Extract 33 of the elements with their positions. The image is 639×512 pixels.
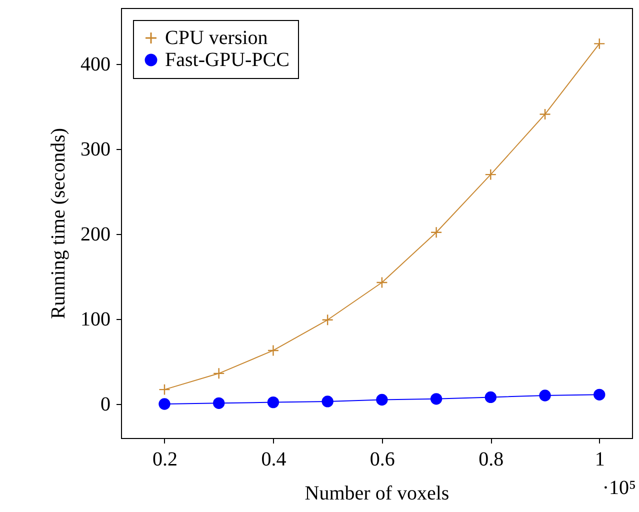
y-tick-label: 400 (80, 54, 110, 76)
point (158, 398, 170, 410)
y-tick-label: 300 (80, 138, 110, 161)
point (484, 391, 497, 404)
point (430, 226, 442, 238)
point (267, 344, 280, 356)
x-axis-title: Number of voxels (304, 482, 450, 504)
point (322, 314, 334, 326)
x-tick-label: 0.8 (478, 448, 504, 470)
point (376, 276, 388, 288)
text: ·10⁵ (602, 477, 636, 499)
x-tick-label: 0.6 (370, 448, 395, 470)
y-tick-label: 0 (100, 394, 110, 416)
y-tick-label: 100 (80, 308, 110, 331)
point (322, 396, 334, 408)
y-tick-label: 200 (80, 224, 110, 246)
point (594, 38, 606, 50)
point (430, 393, 442, 405)
point (213, 397, 225, 409)
point (594, 388, 606, 400)
point (484, 168, 497, 180)
point (213, 368, 225, 380)
point (158, 384, 170, 396)
legend-label: CPU version (165, 27, 268, 49)
point (376, 394, 388, 406)
y-axis-title: Running time (seconds) (48, 128, 70, 320)
point (539, 108, 551, 120)
x-tick-label: 0.4 (261, 448, 286, 470)
legend-label: Fast-GPU-PCC (165, 49, 290, 71)
x-tick-label: 1 (594, 448, 605, 470)
x-tick-label: 0.2 (152, 448, 178, 470)
point (267, 396, 280, 408)
point (539, 390, 551, 402)
